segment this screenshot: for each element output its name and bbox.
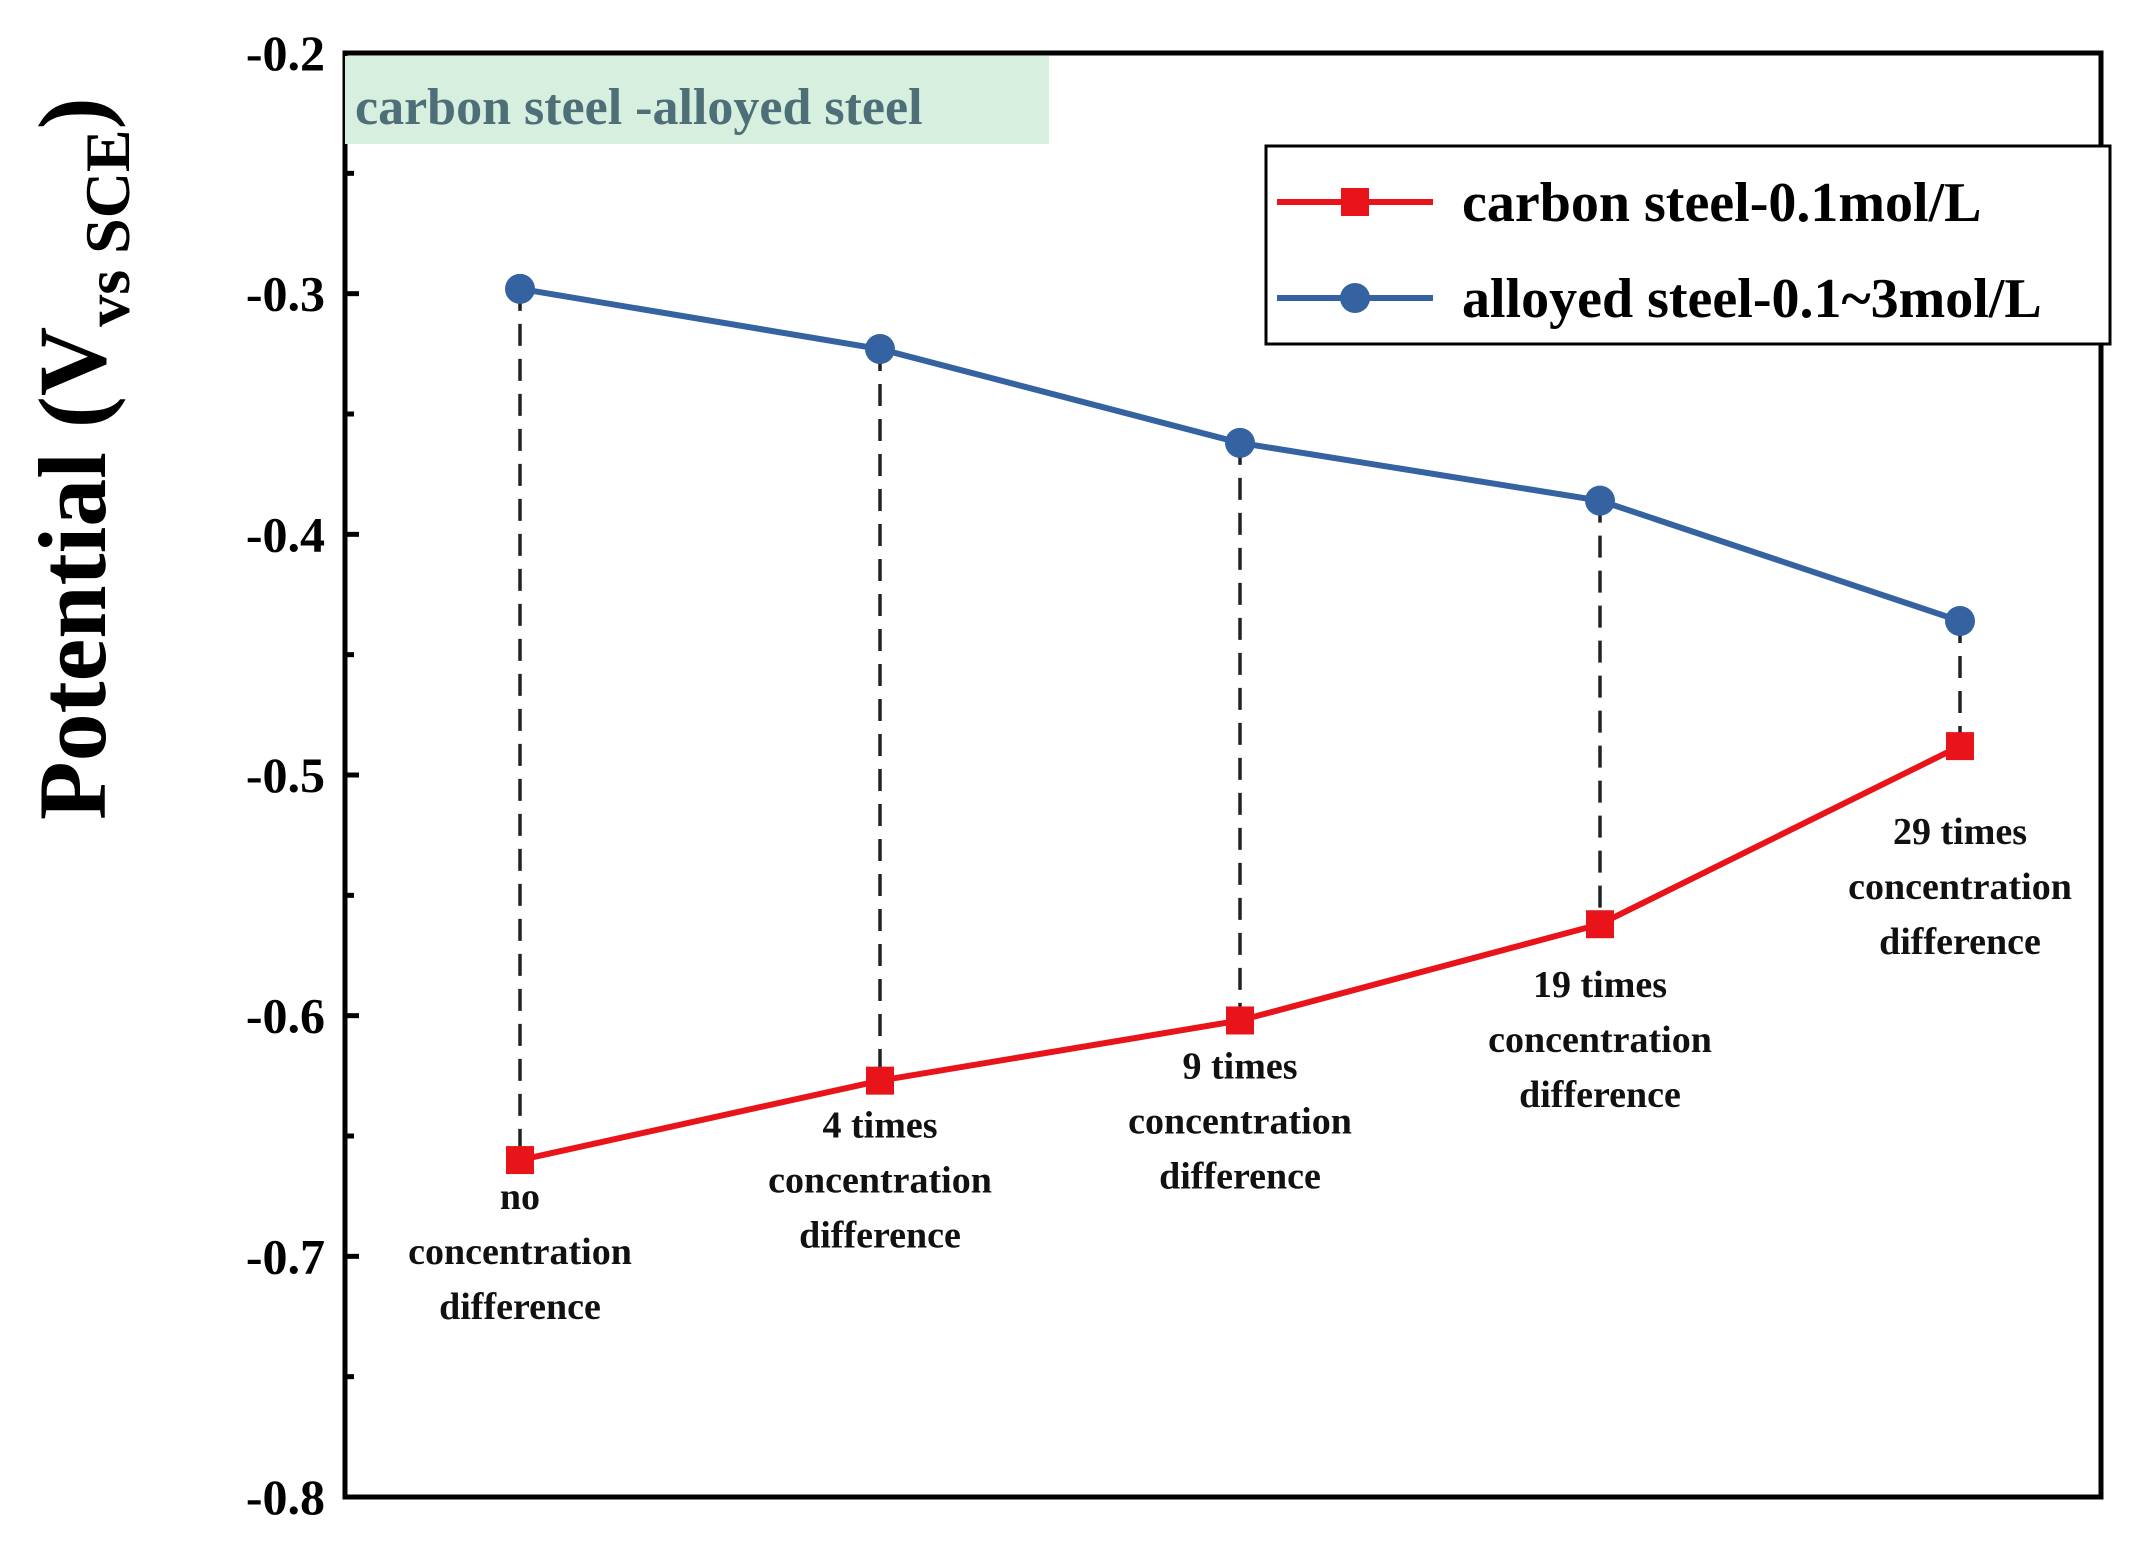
category-annotation: concentration: [768, 1160, 992, 1202]
data-point-circle: [1945, 605, 1975, 636]
category-annotation: concentration: [1848, 866, 2072, 908]
y-axis-label: Potential (Vvs SCE): [19, 97, 143, 820]
legend-box: [1264, 144, 2112, 346]
legend: carbon steel-0.1mol/L alloyed steel-0.1~3…: [1264, 144, 2112, 346]
category-annotation: difference: [1879, 921, 2041, 963]
plot-frame: [342, 50, 2104, 1500]
series-lines: [505, 273, 1975, 1175]
data-point-circle: [1585, 485, 1615, 516]
category-annotation: 19 times: [1533, 964, 1667, 1006]
data-point-square: [1586, 910, 1614, 939]
y-tick-label: -0.7: [246, 1228, 325, 1284]
legend-label: alloyed steel-0.1~3mol/L: [1462, 268, 2042, 330]
point-annotations: no concentration difference 4 times concentr…: [408, 811, 2072, 1328]
category-annotation: difference: [1519, 1074, 1681, 1116]
data-point-square: [506, 1146, 534, 1175]
y-tick-label: -0.5: [246, 747, 325, 803]
data-point-square: [1226, 1006, 1254, 1035]
y-tick-label: -0.2: [246, 25, 325, 81]
legend-marker-circle: [1340, 283, 1370, 313]
y-tick-label: -0.4: [246, 506, 325, 562]
category-annotation: 29 times: [1893, 811, 2027, 853]
chart-title: carbon steel -alloyed steel: [355, 79, 923, 136]
category-annotation: 9 times: [1182, 1045, 1297, 1087]
category-annotation: no: [500, 1176, 540, 1218]
dashed-connectors: [518, 288, 1962, 1161]
y-tick-label: -0.8: [246, 1469, 325, 1525]
y-tick-label: -0.3: [246, 266, 325, 322]
category-annotation: difference: [799, 1215, 961, 1257]
y-tick-label: -0.6: [246, 988, 325, 1044]
category-annotation: concentration: [1488, 1019, 1712, 1061]
category-annotation: 4 times: [822, 1105, 937, 1147]
category-annotation: difference: [439, 1286, 601, 1328]
legend-label: carbon steel-0.1mol/L: [1462, 172, 1981, 234]
category-annotation: concentration: [408, 1231, 632, 1273]
title-box: [345, 56, 1049, 144]
data-point-circle: [505, 273, 535, 304]
data-point-square: [1946, 732, 1974, 761]
data-point-circle: [1225, 427, 1255, 458]
category-annotation: concentration: [1128, 1100, 1352, 1142]
y-axis-ticks: -0.2 -0.3 -0.4 -0.5 -0.6 -0.7 -0.8: [246, 25, 359, 1525]
data-point-square: [866, 1066, 894, 1095]
legend-marker-square: [1341, 188, 1369, 216]
category-annotation: difference: [1159, 1155, 1321, 1197]
data-point-circle: [865, 334, 895, 365]
